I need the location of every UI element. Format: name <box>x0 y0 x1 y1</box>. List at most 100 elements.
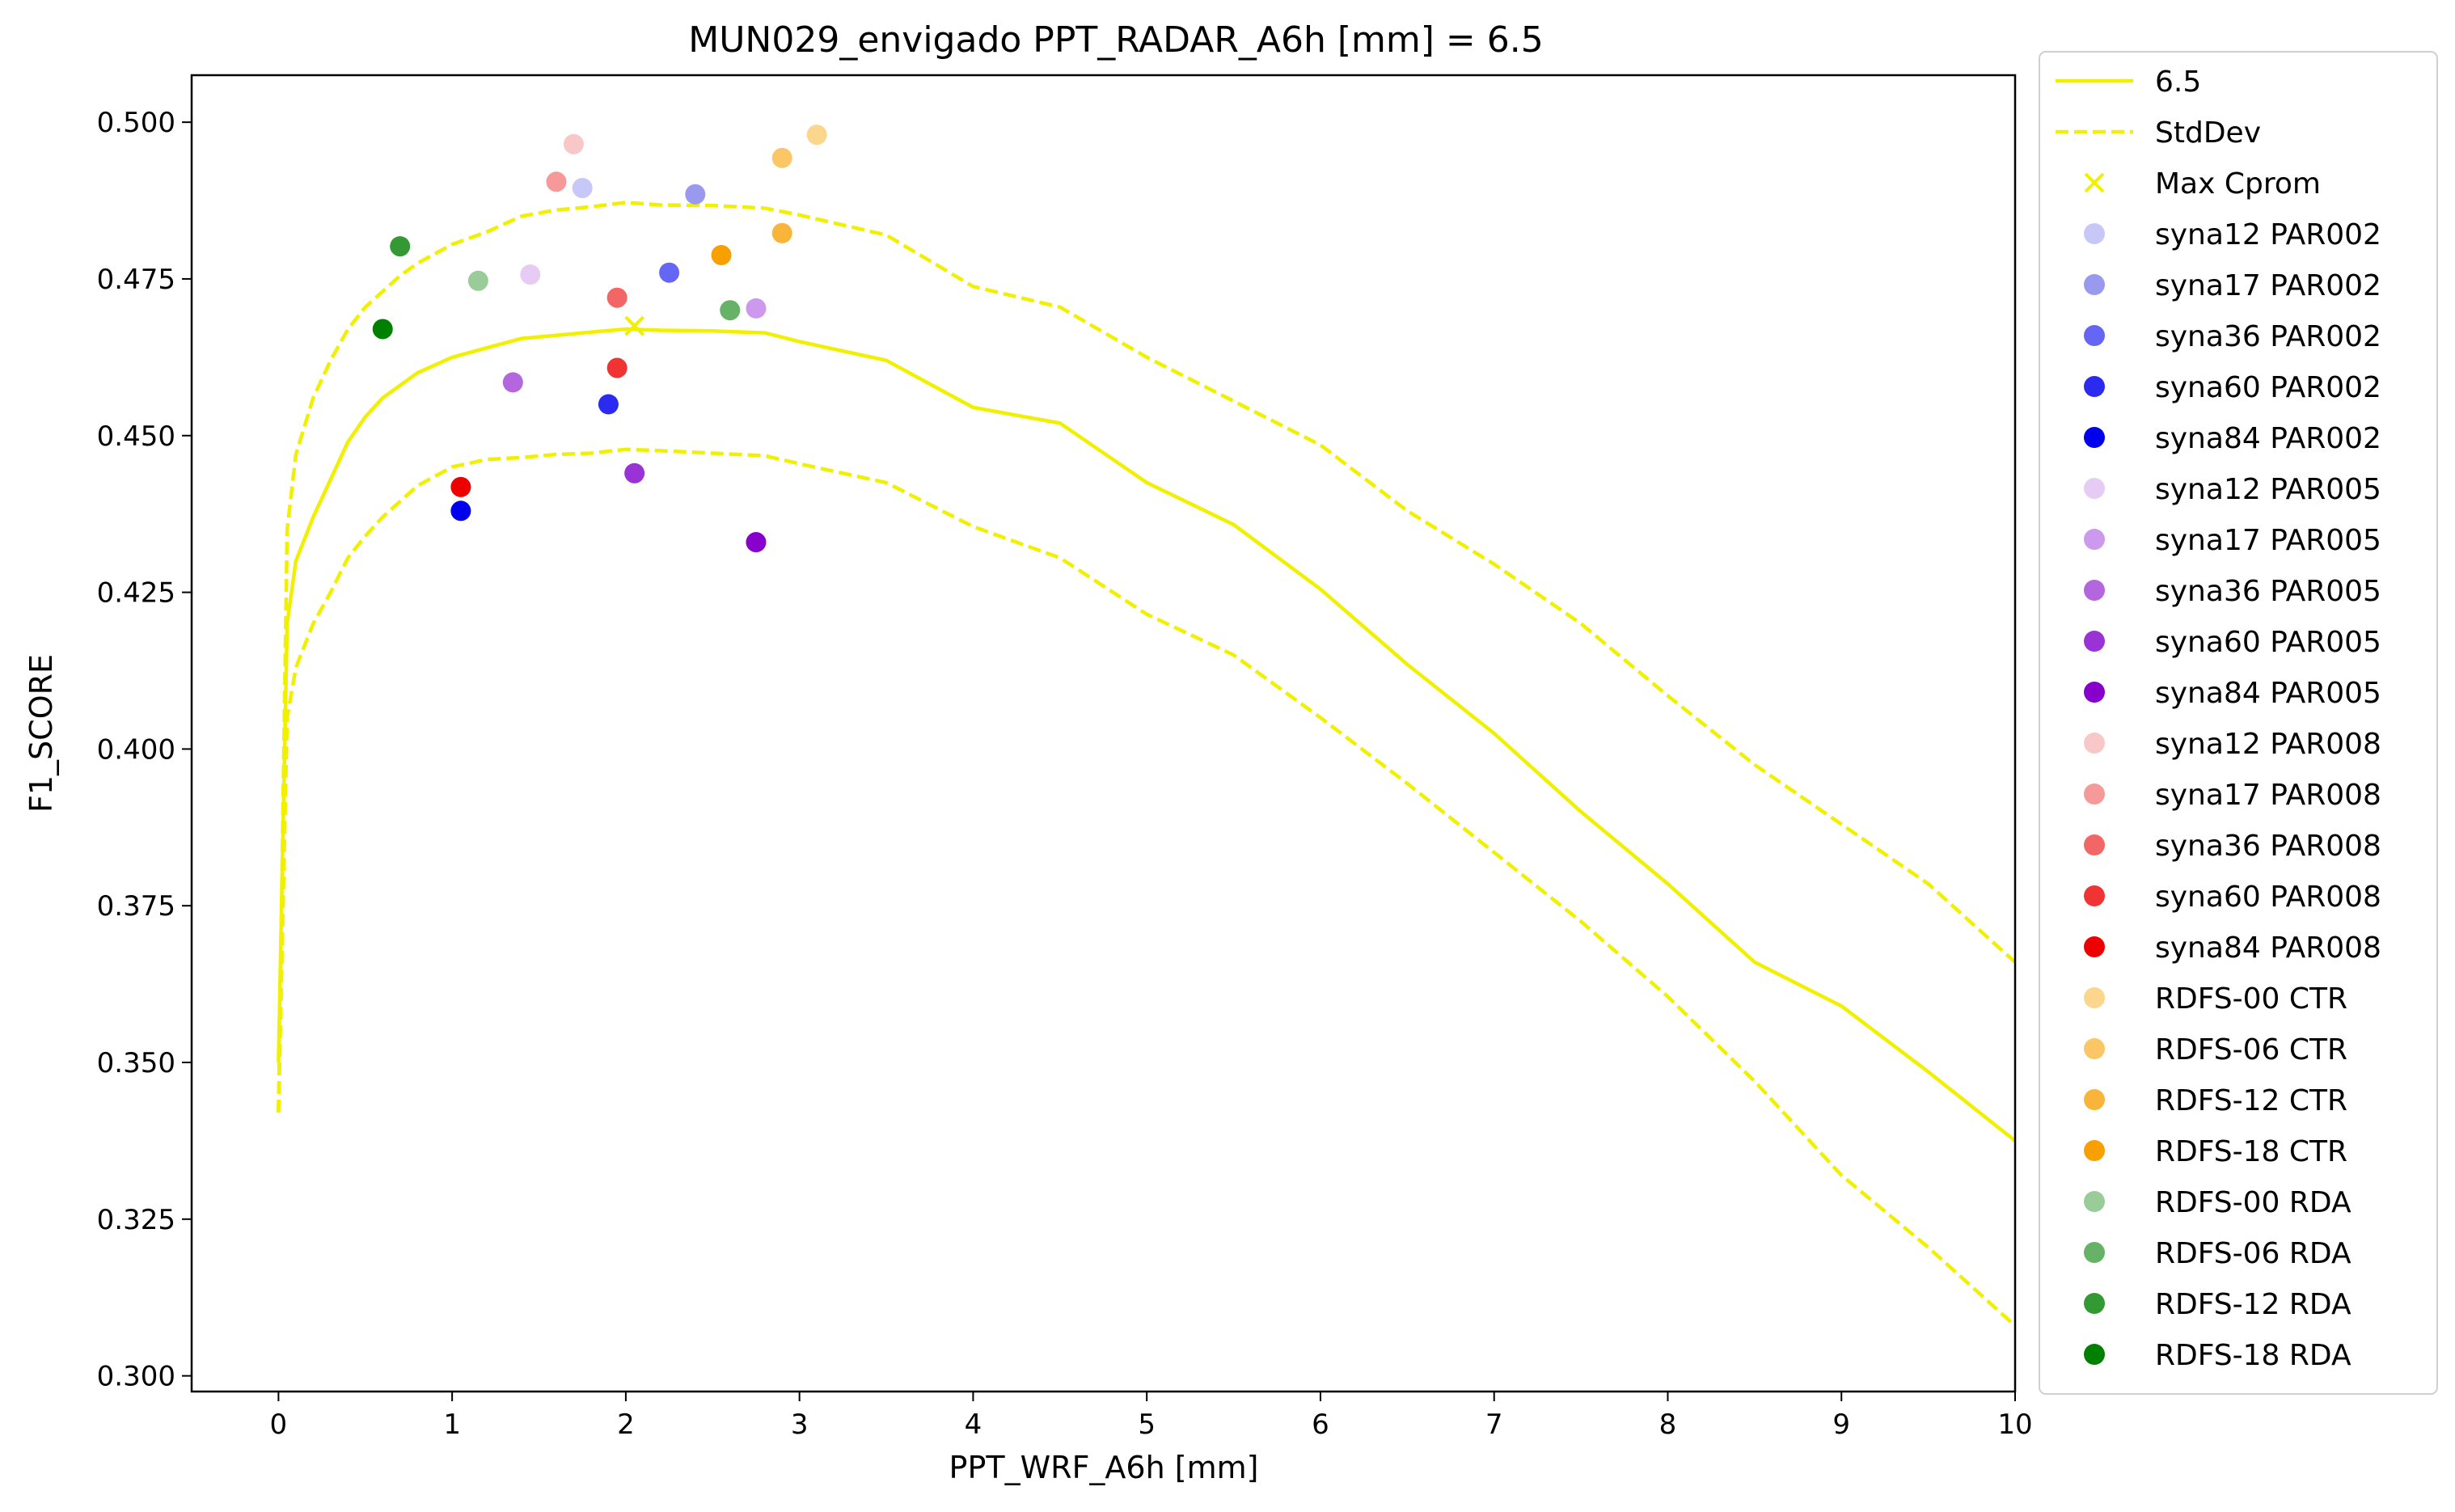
legend-label-syna12-par002: syna12 PAR002 <box>2155 218 2381 251</box>
max-cprom-marker <box>624 315 645 336</box>
legend-label-syna84-par008: syna84 PAR008 <box>2155 931 2381 965</box>
point-syna17-par005 <box>746 298 767 319</box>
point-rdfs-18-ctr <box>711 244 732 265</box>
legend-swatch-rdfs-00-ctr <box>2084 987 2105 1008</box>
y-tick-label: 0.425 <box>97 577 175 610</box>
legend-label-syna60-par008: syna60 PAR008 <box>2155 881 2381 914</box>
legend-swatch-syna17-par005 <box>2084 529 2105 550</box>
legend-label-rdfs-12-rda: RDFS-12 RDA <box>2155 1288 2351 1321</box>
legend-swatch-syna60-par005 <box>2084 631 2105 652</box>
x-tick-label: 1 <box>443 1409 461 1441</box>
x-axis: 0 1 2 3 4 5 6 7 8 9 10 <box>270 1392 2033 1441</box>
max-marker-stroke-b <box>624 315 645 336</box>
legend-swatch-rdfs-00-rda <box>2084 1191 2105 1212</box>
y-axis-label: F1_SCORE <box>23 654 59 813</box>
legend-label-rdfs-00-rda: RDFS-00 RDA <box>2155 1186 2351 1219</box>
y-tick-label: 0.325 <box>97 1204 175 1236</box>
mean-line <box>277 327 2017 1142</box>
legend-swatch-rdfs-12-rda <box>2084 1293 2105 1314</box>
point-rdfs-18-rda <box>372 319 393 340</box>
point-rdfs-06-rda <box>720 300 741 321</box>
point-syna84-par002 <box>450 500 471 522</box>
legend-label-syna84-par002: syna84 PAR002 <box>2155 422 2381 455</box>
y-tick-label: 0.475 <box>97 264 175 296</box>
legend-label-rdfs-18-ctr: RDFS-18 CTR <box>2155 1135 2347 1168</box>
legend-label-syna36-par008: syna36 PAR008 <box>2155 830 2381 863</box>
legend-label-rdfs-12-ctr: RDFS-12 CTR <box>2155 1084 2347 1117</box>
legend-swatch-syna84-par002 <box>2084 427 2105 448</box>
legend-swatch-rdfs-18-rda <box>2084 1344 2105 1365</box>
x-tick-label: 2 <box>617 1409 635 1441</box>
y-tick-label: 0.375 <box>97 890 175 923</box>
legend-swatch-rdfs-12-ctr <box>2084 1089 2105 1110</box>
legend-label-max-cprom: Max Cprom <box>2155 167 2321 201</box>
point-syna36-par005 <box>502 372 523 393</box>
legend-label-syna36-par005: syna36 PAR005 <box>2155 575 2381 608</box>
x-tick-label: 6 <box>1312 1409 1329 1441</box>
legend-label-rdfs-06-rda: RDFS-06 RDA <box>2155 1237 2351 1270</box>
legend-swatch-syna17-par002 <box>2084 274 2105 295</box>
legend-swatch-syna36-par008 <box>2084 834 2105 855</box>
legend-label-rdfs-18-rda: RDFS-18 RDA <box>2155 1339 2351 1372</box>
point-rdfs-00-rda <box>467 270 488 291</box>
legend-label-syna12-par005: syna12 PAR005 <box>2155 473 2381 506</box>
legend-frame <box>2039 51 2438 1395</box>
plot-marks <box>277 125 2017 1328</box>
point-syna84-par008 <box>450 476 471 497</box>
legend-swatch-rdfs-18-ctr <box>2084 1140 2105 1161</box>
stddev-line-2 <box>277 447 2017 1328</box>
x-tick-label: 8 <box>1659 1409 1677 1441</box>
point-syna60-par005 <box>624 462 645 484</box>
legend-swatch-rdfs-06-rda <box>2084 1242 2105 1263</box>
legend-label-syna36-par002: syna36 PAR002 <box>2155 320 2381 353</box>
legend-swatch-syna12-par008 <box>2084 733 2105 754</box>
legend-swatch-syna84-par008 <box>2084 936 2105 957</box>
chart-title: MUN029_envigado PPT_RADAR_A6h [mm] = 6.5 <box>688 19 1543 61</box>
legend-label-rdfs-00-ctr: RDFS-00 CTR <box>2155 982 2347 1016</box>
y-tick-label: 0.450 <box>97 420 175 453</box>
x-tick-label: 3 <box>791 1409 809 1441</box>
legend-swatch-syna17-par008 <box>2084 783 2105 805</box>
x-tick-label: 5 <box>1138 1409 1156 1441</box>
x-tick-label: 9 <box>1832 1409 1850 1441</box>
legend-swatch-max-cprom <box>2084 172 2105 193</box>
legend-label-syna17-par008: syna17 PAR008 <box>2155 779 2381 812</box>
legend-label-stddev: StdDev <box>2155 116 2261 150</box>
point-syna84-par005 <box>746 532 767 553</box>
stddev-line-1 <box>277 201 2017 1113</box>
legend-swatch-syna84-par005 <box>2084 682 2105 703</box>
point-rdfs-12-ctr <box>771 222 792 243</box>
point-syna36-par008 <box>606 287 627 308</box>
y-tick-label: 0.500 <box>97 107 175 139</box>
legend-swatch-rdfs-06-ctr <box>2084 1038 2105 1059</box>
point-syna12-par005 <box>520 264 541 285</box>
legend-swatch-syna12-par005 <box>2084 478 2105 499</box>
legend-label-syna60-par002: syna60 PAR002 <box>2155 371 2381 404</box>
point-syna36-par002 <box>659 262 680 283</box>
legend: 6.5 StdDev Max Cprom syna12 PAR002 syna17 PA… <box>2039 51 2438 1395</box>
legend-label-syna17-par002: syna17 PAR002 <box>2155 269 2381 302</box>
point-syna17-par002 <box>685 184 706 205</box>
point-syna12-par008 <box>563 133 584 154</box>
y-tick-label: 0.300 <box>97 1361 175 1393</box>
legend-swatch-syna60-par002 <box>2084 376 2105 397</box>
point-syna60-par002 <box>598 394 619 415</box>
legend-label-rdfs-06-ctr: RDFS-06 CTR <box>2155 1033 2347 1066</box>
legend-swatch-syna36-par002 <box>2084 325 2105 346</box>
point-syna17-par008 <box>546 171 567 192</box>
point-rdfs-12-rda <box>390 236 411 257</box>
x-axis-label: PPT_WRF_A6h [mm] <box>949 1450 1259 1485</box>
point-rdfs-06-ctr <box>771 147 792 168</box>
legend-swatch-syna60-par008 <box>2084 885 2105 906</box>
y-tick-label: 0.400 <box>97 733 175 766</box>
legend-label-syna17-par005: syna17 PAR005 <box>2155 524 2381 557</box>
point-syna60-par008 <box>606 357 627 378</box>
legend-label-syna60-par005: syna60 PAR005 <box>2155 626 2381 659</box>
x-tick-label: 4 <box>965 1409 982 1441</box>
x-tick-label: 7 <box>1485 1409 1503 1441</box>
y-tick-label: 0.350 <box>97 1047 175 1079</box>
legend-label-syna84-par005: syna84 PAR005 <box>2155 677 2381 710</box>
x-tick-label: 0 <box>270 1409 288 1441</box>
x-tick-label: 10 <box>1997 1409 2032 1441</box>
